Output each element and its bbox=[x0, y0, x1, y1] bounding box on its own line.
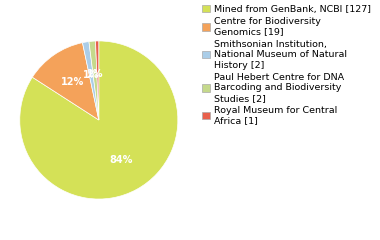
Text: 1%: 1% bbox=[83, 70, 100, 80]
Text: 12%: 12% bbox=[61, 77, 84, 87]
Wedge shape bbox=[32, 43, 99, 120]
Wedge shape bbox=[95, 41, 99, 120]
Text: 84%: 84% bbox=[109, 155, 133, 165]
Wedge shape bbox=[20, 41, 178, 199]
Wedge shape bbox=[89, 41, 99, 120]
Wedge shape bbox=[82, 42, 99, 120]
Legend: Mined from GenBank, NCBI [127], Centre for Biodiversity
Genomics [19], Smithsoni: Mined from GenBank, NCBI [127], Centre f… bbox=[202, 5, 370, 125]
Text: 1%: 1% bbox=[87, 69, 103, 79]
